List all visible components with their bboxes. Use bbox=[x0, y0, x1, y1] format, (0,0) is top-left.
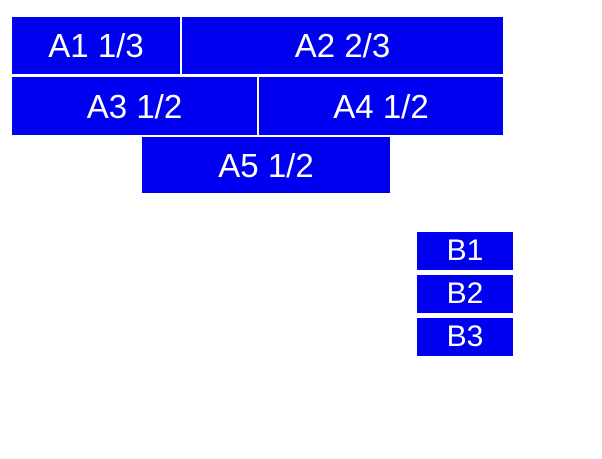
box-a5: A5 1/2 bbox=[142, 137, 390, 193]
box-a5-label: A5 1/2 bbox=[218, 146, 314, 184]
box-b3-label: B3 bbox=[446, 320, 484, 353]
box-b1-label: B1 bbox=[446, 234, 484, 267]
box-a1: A1 1/3 bbox=[12, 17, 180, 74]
box-a4: A4 1/2 bbox=[259, 77, 503, 135]
box-b3: B3 bbox=[417, 318, 513, 356]
box-a2: A2 2/3 bbox=[182, 17, 503, 74]
box-a4-label: A4 1/2 bbox=[333, 87, 429, 125]
box-a3-label: A3 1/2 bbox=[86, 87, 183, 125]
box-a3: A3 1/2 bbox=[12, 77, 257, 135]
box-a1-label: A1 1/3 bbox=[48, 27, 144, 64]
box-b2-label: B2 bbox=[446, 277, 484, 310]
box-b2: B2 bbox=[417, 275, 513, 313]
box-b1: B1 bbox=[417, 232, 513, 270]
box-a2-label: A2 2/3 bbox=[294, 27, 391, 64]
